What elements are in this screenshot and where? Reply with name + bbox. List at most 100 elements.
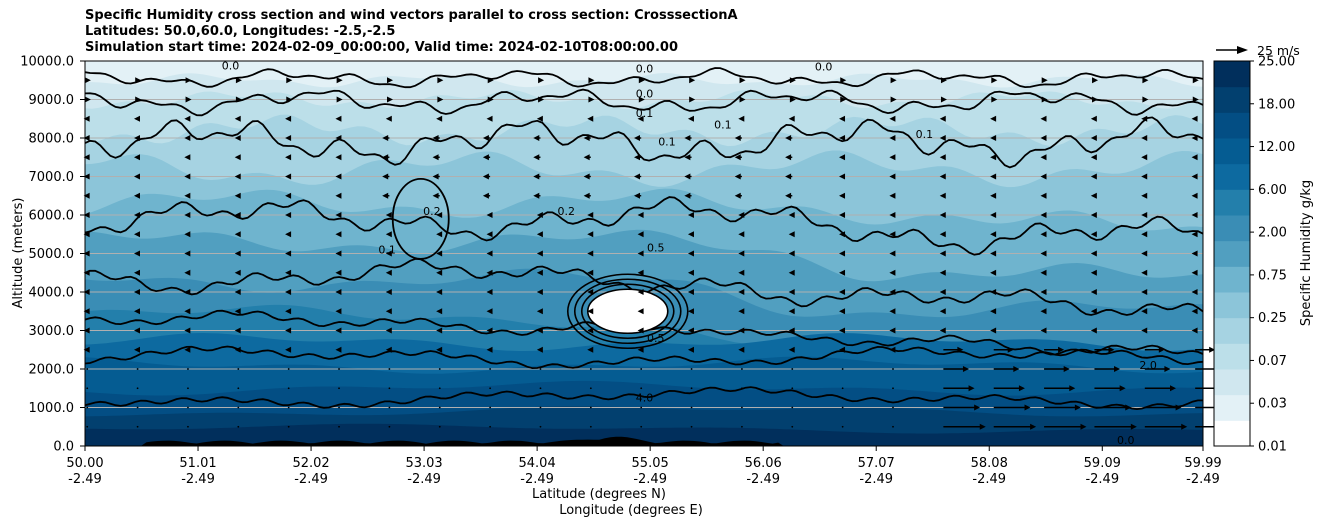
wind-vector (687, 212, 694, 218)
x-axis: 50.00-2.4951.01-2.4952.02-2.4953.03-2.49… (66, 446, 1222, 487)
wind-vector (1141, 154, 1148, 161)
wind-vector (285, 346, 292, 353)
wind-vector (533, 173, 541, 180)
wind-vector (689, 96, 696, 103)
wind-vector (1040, 250, 1047, 257)
wind-vector (587, 231, 594, 238)
wind-vector (335, 327, 342, 334)
wind-vector (993, 346, 1014, 353)
wind-vector (587, 269, 594, 276)
wind-vector (338, 425, 340, 428)
wind-vector (889, 269, 896, 276)
wind-vector (939, 115, 946, 122)
wind-vector (889, 192, 896, 199)
wind-vector (285, 135, 292, 141)
wind-vector (1191, 231, 1198, 238)
colorbar-segment (1214, 343, 1250, 370)
wind-vector (482, 192, 491, 199)
wind-vector (287, 368, 290, 370)
wind-vector (1191, 173, 1198, 180)
y-tick-label: 1000.0 (29, 401, 75, 416)
wind-vector (382, 135, 390, 141)
wind-vector (788, 115, 795, 122)
colorbar-segment (1214, 215, 1250, 242)
wind-vector (734, 173, 742, 180)
wind-vector (235, 77, 242, 84)
wind-vector (83, 231, 90, 238)
wind-vector (1090, 327, 1097, 334)
dry-patch-contour (573, 278, 682, 345)
wind-vector (788, 308, 795, 315)
wind-vector (338, 368, 340, 370)
wind-vector (1092, 77, 1099, 84)
wind-vector (939, 250, 946, 257)
wind-vector (1090, 269, 1097, 276)
wind-vector (939, 173, 946, 180)
wind-vector (1141, 212, 1148, 218)
wind-vector (1141, 289, 1148, 295)
wind-vector (839, 269, 846, 276)
wind-vector (841, 425, 844, 428)
wind-vector (486, 269, 493, 276)
wind-vector (1041, 77, 1048, 84)
wind-vector (1044, 346, 1065, 353)
wind-vector (335, 346, 342, 353)
wind-vector (839, 192, 846, 199)
wind-vector (687, 250, 694, 257)
wind-vector (437, 77, 444, 84)
wind-vector (385, 231, 392, 238)
wind-vector (234, 308, 241, 315)
contour-label: 0.0 (815, 61, 833, 74)
wind-vector (589, 425, 592, 428)
wind-vector (741, 368, 743, 370)
colorbar-tick-label: 0.01 (1258, 440, 1287, 455)
wind-vector (1191, 135, 1198, 141)
wind-vector (1141, 135, 1148, 141)
wind-vectors (83, 77, 1238, 430)
wind-vector (738, 212, 745, 218)
wind-vector (1040, 154, 1047, 161)
wind-vector (539, 406, 542, 409)
x-tick-lon-label: -2.49 (633, 472, 667, 487)
wind-vector (738, 327, 745, 334)
wind-vector (287, 387, 290, 390)
wind-vector (889, 154, 896, 161)
wind-vector (1094, 346, 1115, 353)
wind-vector (536, 212, 543, 218)
wind-vector (1044, 366, 1070, 372)
wind-vector (892, 425, 894, 428)
wind-vector (839, 289, 846, 295)
wind-vector (788, 346, 795, 353)
wind-vector (1141, 231, 1148, 238)
wind-vector (285, 115, 292, 122)
wind-vector (1191, 308, 1198, 315)
wind-vector (788, 250, 795, 257)
wind-vector (1040, 173, 1047, 180)
wind-vector (385, 115, 392, 122)
wind-vector (738, 308, 745, 315)
wind-vector (991, 96, 998, 103)
wind-vector (993, 385, 1025, 392)
x-tick-lon-label: -2.49 (407, 472, 441, 487)
colorbar-tick-label: 0.75 (1258, 268, 1287, 283)
wind-vector (338, 406, 340, 409)
wind-vector (133, 212, 140, 218)
wind-vector (734, 154, 742, 161)
x-tick-lat-label: 55.05 (632, 456, 669, 471)
x-tick-lon-label: -2.49 (972, 472, 1006, 487)
dry-patch-contour (586, 288, 669, 335)
wind-vector (237, 387, 240, 390)
wind-vector (1094, 423, 1137, 430)
wind-vector (638, 96, 645, 103)
humidity-filled-contours (85, 61, 1203, 446)
contour-label: 0.1 (916, 128, 934, 141)
wind-vector (990, 192, 997, 199)
wind-vector (587, 289, 594, 295)
wind-vector (286, 77, 293, 84)
x-tick-lon-label: -2.49 (1186, 472, 1220, 487)
quiver-key: 25 m/s (1216, 43, 1300, 58)
wind-vector (1040, 135, 1047, 141)
wind-vector (184, 173, 191, 180)
colorbar-segment (1214, 369, 1250, 396)
wind-vector (482, 173, 491, 180)
